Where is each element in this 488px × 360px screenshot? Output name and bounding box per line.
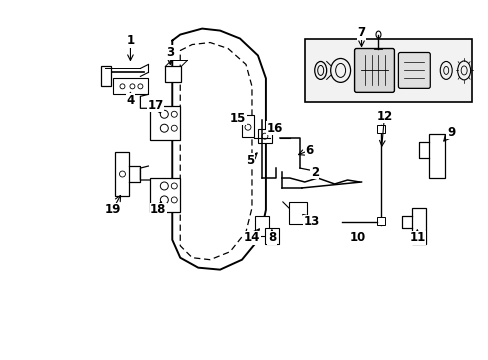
Text: 13: 13: [303, 215, 319, 228]
Text: 12: 12: [376, 110, 392, 123]
Bar: [242, 115, 253, 137]
Text: 19: 19: [104, 203, 121, 216]
Text: 15: 15: [229, 112, 246, 125]
Bar: [428, 134, 444, 178]
Bar: [112, 78, 148, 94]
Text: 1: 1: [126, 34, 134, 47]
Text: 9: 9: [446, 126, 454, 139]
Bar: [150, 106, 180, 140]
Text: 10: 10: [349, 231, 365, 244]
Text: 6: 6: [305, 144, 313, 157]
Bar: [264, 228, 278, 244]
Text: 16: 16: [266, 122, 283, 135]
Bar: [101, 67, 110, 86]
FancyBboxPatch shape: [354, 49, 394, 92]
Text: 11: 11: [408, 231, 425, 244]
Bar: [165, 67, 181, 82]
Bar: [377, 217, 385, 225]
Bar: [377, 125, 385, 133]
Bar: [115, 152, 129, 196]
Bar: [304, 39, 471, 102]
Bar: [258, 129, 271, 143]
FancyBboxPatch shape: [398, 53, 429, 88]
Text: 2: 2: [310, 166, 318, 179]
Text: 17: 17: [147, 99, 163, 112]
Text: 14: 14: [244, 231, 260, 244]
Bar: [411, 208, 426, 244]
Text: 8: 8: [267, 231, 275, 244]
Text: 3: 3: [166, 46, 174, 59]
Text: 7: 7: [357, 26, 365, 39]
Text: 18: 18: [150, 203, 166, 216]
Bar: [288, 202, 306, 224]
Text: 5: 5: [245, 154, 254, 167]
Text: 4: 4: [126, 94, 134, 107]
Bar: [254, 216, 268, 236]
Bar: [150, 178, 180, 212]
